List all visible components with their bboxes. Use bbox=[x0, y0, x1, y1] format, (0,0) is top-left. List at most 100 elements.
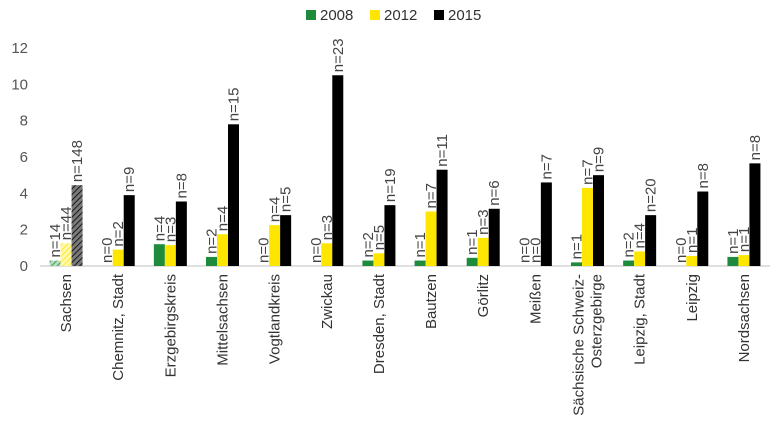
data-label: n=0 bbox=[673, 238, 690, 263]
category-label: Leipzig bbox=[684, 274, 701, 322]
bar-2015 bbox=[593, 175, 604, 266]
y-tick-label: 2 bbox=[20, 222, 28, 239]
bar-2012 bbox=[425, 211, 437, 266]
data-label: n=0 bbox=[527, 238, 544, 263]
category-label: Bautzen bbox=[423, 274, 440, 329]
bar-2012 bbox=[269, 225, 281, 266]
data-label: n=8 bbox=[747, 135, 764, 160]
category-label: Nordsachsen bbox=[736, 274, 753, 362]
bar-2012 bbox=[112, 249, 124, 266]
bar-2008 bbox=[414, 260, 426, 266]
data-label: n=1 bbox=[412, 232, 429, 257]
data-label: n=4 bbox=[267, 197, 284, 222]
bar-2015 bbox=[332, 75, 344, 266]
data-label: n=3 bbox=[162, 217, 179, 242]
bar-2015 bbox=[645, 215, 657, 266]
data-label: n=3 bbox=[319, 215, 336, 240]
category-labels: Sachsen Chemnitz, Stadt Erzgebirgskreis Mit… bbox=[58, 273, 753, 416]
bar-2012 bbox=[164, 245, 176, 266]
category-label: Leipzig, Stadt bbox=[632, 273, 649, 365]
category-label: Erzgebirgskreis bbox=[162, 274, 179, 377]
data-label: n=2 bbox=[204, 228, 221, 253]
bar-2008 bbox=[571, 262, 582, 266]
data-label: n=11 bbox=[434, 134, 451, 167]
category-label: Mittelsachsen bbox=[215, 274, 232, 366]
bar-2015 bbox=[384, 205, 396, 266]
data-label: n=15 bbox=[226, 88, 243, 122]
data-label: n=1 bbox=[725, 228, 742, 253]
data-label: n=0 bbox=[516, 238, 533, 263]
data-label: n=7 bbox=[423, 183, 440, 208]
data-label: n=4 bbox=[215, 206, 232, 231]
y-tick-label: 8 bbox=[20, 113, 28, 130]
data-label: n=3 bbox=[475, 209, 492, 234]
bar-2015 bbox=[697, 191, 709, 266]
data-label: n=2 bbox=[110, 221, 127, 246]
y-tick-label: 6 bbox=[20, 149, 28, 166]
legend-label: 2012 bbox=[384, 7, 417, 24]
data-label: n=9 bbox=[591, 147, 608, 172]
bar-2008 bbox=[466, 257, 478, 266]
category-label: Meißen bbox=[527, 274, 544, 324]
bar-2012 bbox=[582, 187, 593, 266]
bar-2015 bbox=[123, 195, 135, 266]
data-label: n=44 bbox=[58, 206, 75, 240]
data-label: n=1 bbox=[736, 227, 753, 252]
data-label: n=2 bbox=[360, 232, 377, 257]
y-tick-label: 0 bbox=[20, 258, 28, 275]
category-label: Görlitz bbox=[475, 274, 492, 317]
category-label: Vogtlandkreis bbox=[267, 274, 284, 364]
data-label: n=8 bbox=[173, 173, 190, 198]
bar-2015 bbox=[175, 201, 187, 266]
data-label: n=0 bbox=[256, 238, 273, 263]
data-label: n=5 bbox=[371, 225, 388, 250]
bar-2012 bbox=[738, 255, 750, 266]
bar-2012 bbox=[634, 251, 646, 266]
data-label: n=14 bbox=[47, 224, 64, 258]
data-label: n=20 bbox=[643, 178, 660, 212]
legend-swatch-2012 bbox=[370, 10, 380, 20]
bar-2015 bbox=[436, 169, 448, 266]
data-labels: n=14n=44n=148n=0n=2n=9n=4n=3n=8n=2n=4n=1… bbox=[47, 38, 764, 263]
legend: 2008 2012 2015 bbox=[306, 7, 481, 24]
category-label: Chemnitz, Stadt bbox=[110, 273, 127, 381]
bar-2008 bbox=[362, 260, 374, 266]
bar-2012 bbox=[477, 237, 489, 266]
bar-2008 bbox=[727, 256, 739, 266]
bar-2012 bbox=[321, 243, 333, 266]
data-label: n=1 bbox=[569, 234, 586, 259]
legend-label: 2008 bbox=[320, 7, 353, 24]
data-label: n=1 bbox=[684, 228, 701, 253]
bars bbox=[49, 75, 761, 266]
data-label: n=0 bbox=[308, 238, 325, 263]
bar-2008 bbox=[623, 260, 635, 266]
category-label: Dresden, Stadt bbox=[371, 273, 388, 374]
data-label: n=19 bbox=[382, 168, 399, 202]
data-label: n=7 bbox=[538, 154, 555, 179]
bar-2015 bbox=[749, 163, 761, 266]
data-label: n=23 bbox=[330, 38, 347, 72]
data-label: n=2 bbox=[621, 232, 638, 257]
data-label: n=5 bbox=[278, 187, 295, 212]
bar-2012 bbox=[60, 243, 72, 266]
y-tick-label: 12 bbox=[11, 40, 28, 57]
bar-2012 bbox=[686, 256, 698, 266]
bar-2015 bbox=[540, 182, 552, 266]
legend-label: 2015 bbox=[448, 7, 481, 24]
legend-swatch-2008 bbox=[306, 10, 316, 20]
data-label: n=8 bbox=[695, 163, 712, 188]
bar-2015 bbox=[280, 215, 292, 266]
bar-2008 bbox=[206, 256, 217, 266]
data-label: n=4 bbox=[151, 216, 168, 241]
legend-swatch-2015 bbox=[434, 10, 444, 20]
y-tick-label: 10 bbox=[11, 76, 28, 93]
bar-2012 bbox=[217, 234, 228, 266]
data-label: n=148 bbox=[69, 140, 86, 182]
category-label: Zwickau bbox=[319, 274, 336, 329]
bar-2012 bbox=[373, 253, 385, 266]
category-label: Sächsische Schweiz- bbox=[571, 274, 588, 416]
bar-2008 bbox=[153, 244, 165, 266]
y-tick-label: 4 bbox=[20, 185, 28, 202]
data-label: n=6 bbox=[486, 180, 503, 205]
